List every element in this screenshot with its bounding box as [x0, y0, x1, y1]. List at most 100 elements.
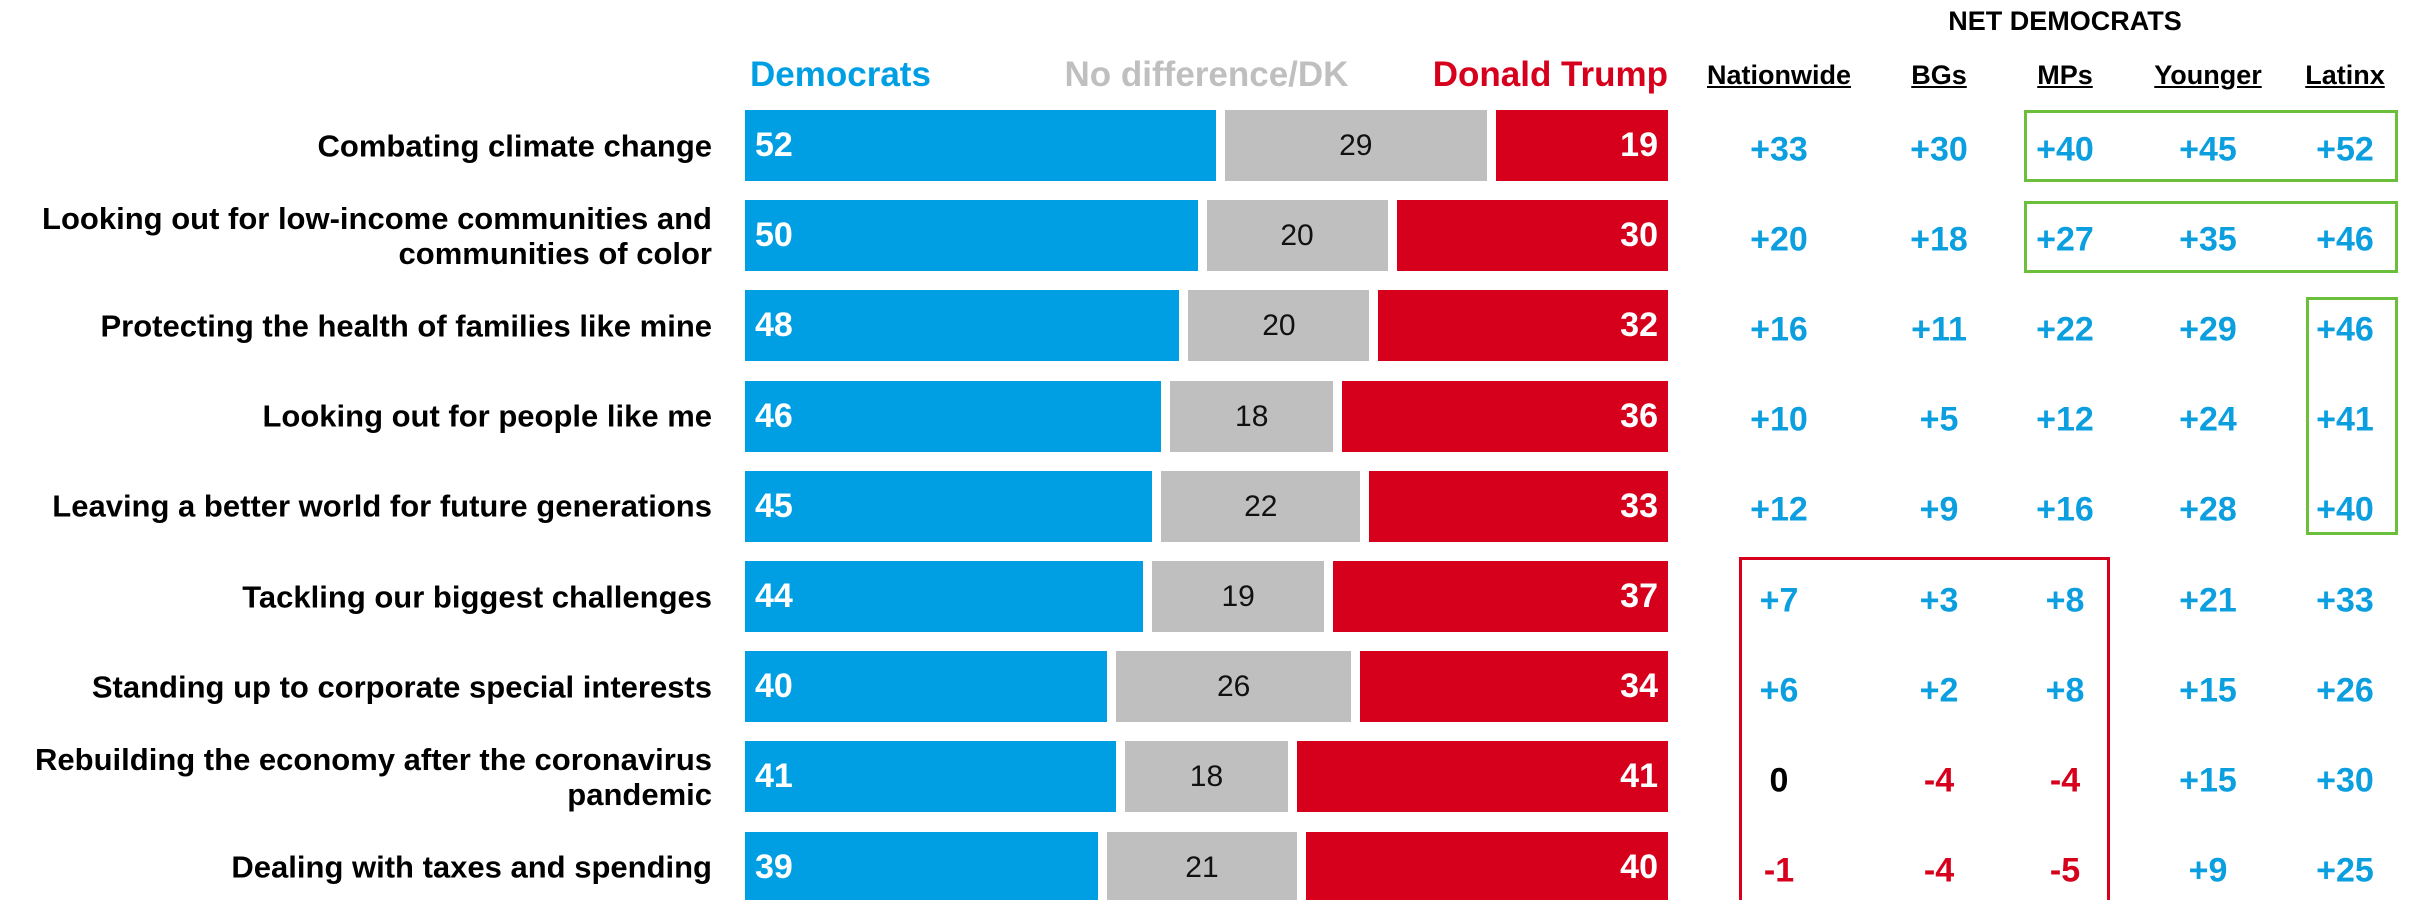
- table-cell: +15: [2179, 761, 2237, 800]
- column-header: Latinx: [2305, 60, 2385, 90]
- bar-segment: [1224, 110, 1488, 181]
- table-cell: +45: [2179, 130, 2237, 168]
- table-cell: +10: [1750, 400, 1808, 439]
- data-label: 41: [1620, 757, 1658, 796]
- data-label: 33: [1620, 486, 1658, 525]
- table-cell: +16: [1750, 310, 1808, 349]
- data-label: 20: [1280, 219, 1314, 253]
- bar-segment: [1378, 290, 1668, 362]
- data-label: 19: [1221, 580, 1255, 613]
- bar-segment: [745, 561, 1144, 632]
- table-cell: +26: [2316, 671, 2374, 710]
- table-cell: +20: [1750, 220, 1808, 259]
- table-cell: +15: [2179, 671, 2237, 710]
- data-label: 32: [1620, 306, 1658, 345]
- column-header: Nationwide: [1706, 60, 1852, 90]
- highlight-box: [2024, 110, 2398, 182]
- table-title: NET DEMOCRATS: [1948, 6, 2182, 36]
- data-label: 36: [1620, 396, 1658, 435]
- table-cell: -4: [2049, 761, 2081, 800]
- table-cell: +41: [2316, 400, 2374, 439]
- data-label: 37: [1620, 577, 1658, 615]
- bar-segment: [1333, 561, 1668, 632]
- data-label: 20: [1262, 309, 1296, 343]
- category-label: Combating climate change: [317, 128, 712, 163]
- table-cell: +33: [2316, 581, 2374, 619]
- category-label: Looking out for people like me: [262, 398, 712, 434]
- data-label: 18: [1189, 760, 1224, 794]
- bar-segment: [1106, 831, 1297, 900]
- table-cell: +40: [2316, 490, 2374, 529]
- data-label: 29: [1339, 129, 1373, 162]
- table-cell: +25: [2316, 851, 2374, 890]
- table-cell: +27: [2036, 220, 2094, 259]
- bar-segment: [745, 831, 1098, 900]
- table-cell: +21: [2179, 581, 2237, 619]
- legend-label: Donald Trump: [1432, 55, 1668, 94]
- bar-segment: [745, 290, 1180, 362]
- data-label: 21: [1185, 850, 1219, 884]
- data-label: 45: [755, 486, 793, 525]
- data-label: 39: [755, 847, 793, 886]
- table-cell: +40: [2036, 130, 2094, 168]
- data-label: 48: [755, 306, 793, 345]
- table-cell: +28: [2179, 490, 2237, 529]
- data-label: 34: [1620, 667, 1658, 706]
- table-cell: +11: [1911, 310, 1967, 349]
- data-label: 26: [1216, 670, 1251, 704]
- data-label: 50: [755, 216, 793, 255]
- table-cell: +30: [2316, 761, 2374, 800]
- data-label: 19: [1620, 126, 1658, 164]
- table-cell: +9: [1919, 490, 1959, 529]
- data-label: 18: [1235, 399, 1269, 433]
- table-cell: +6: [1759, 671, 1799, 710]
- data-label: 52: [755, 126, 793, 164]
- bar-segment: [1296, 741, 1668, 813]
- table-cell: +12: [2036, 400, 2094, 439]
- table-cell: +3: [1919, 581, 1959, 619]
- table-cell: +9: [2188, 851, 2228, 890]
- table-cell: 0: [1769, 761, 1789, 800]
- category-label: Protecting the health of families like m…: [100, 308, 712, 344]
- data-label: 46: [755, 396, 793, 435]
- bar-segment: [1161, 470, 1361, 542]
- bar-segment: [1125, 741, 1288, 813]
- table-cell: +8: [2045, 671, 2085, 710]
- data-label: 41: [755, 757, 793, 796]
- table-cell: +18: [1910, 220, 1968, 259]
- column-header: Younger: [2154, 60, 2262, 90]
- table-cell: -4: [1923, 851, 1955, 890]
- highlight-box: [2306, 297, 2398, 535]
- bar-segment: [1206, 200, 1388, 272]
- table-cell: +7: [1759, 581, 1799, 619]
- table-cell: +12: [1750, 490, 1808, 529]
- column-header: BGs: [1911, 60, 1967, 90]
- bar-segment: [1188, 290, 1370, 362]
- legend-label: Democrats: [750, 55, 931, 94]
- bar-segment: [745, 110, 1216, 181]
- table-cell: +8: [2045, 581, 2085, 619]
- bar-segment: [1342, 380, 1668, 452]
- category-label: Tackling our biggest challenges: [242, 579, 712, 614]
- bar-segment: [1496, 110, 1668, 181]
- bar-segment: [1369, 470, 1668, 542]
- table-cell: +16: [2036, 490, 2094, 529]
- bar-segment: [745, 200, 1198, 272]
- table-cell: +35: [2179, 220, 2237, 259]
- bar-segment: [1152, 561, 1325, 632]
- bar-segment: [1170, 380, 1334, 452]
- category-label: Dealing with taxes and spending: [231, 849, 712, 885]
- table-cell: -1: [1763, 851, 1795, 890]
- category-label: Standing up to corporate special interes…: [91, 669, 712, 705]
- bar-segment: [1396, 200, 1668, 272]
- table-cell: -5: [2049, 851, 2081, 890]
- table-cell: +2: [1919, 671, 1959, 710]
- category-label: Leaving a better world for future genera…: [52, 488, 712, 524]
- table-cell: +24: [2179, 400, 2237, 439]
- data-label: 44: [755, 577, 793, 615]
- bar-segment: [745, 380, 1162, 452]
- table-cell: +46: [2316, 310, 2374, 349]
- bar-segment: [1360, 651, 1668, 723]
- legend-label: No difference/DK: [1064, 55, 1349, 94]
